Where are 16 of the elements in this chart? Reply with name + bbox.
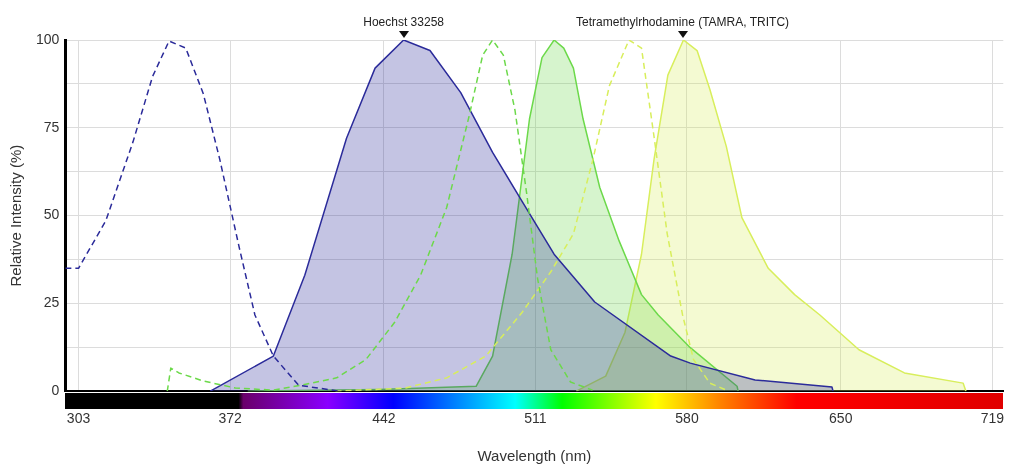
annotation: Hoechst 33258 [363, 15, 445, 30]
x-axis-title: Wavelength (nm) [477, 447, 592, 465]
y-tick-label: 25 [43, 294, 60, 311]
x-tick-label: 580 [675, 410, 699, 427]
y-tick-label: 75 [43, 118, 60, 135]
y-tick-label: 100 [36, 30, 60, 47]
x-tick-label: 303 [66, 410, 91, 427]
x-tick-label: 442 [372, 410, 396, 427]
annotation: Tetramethylrhodamine (TAMRA, TRITC) [576, 15, 790, 30]
x-tick-label: 372 [218, 410, 242, 427]
x-tick-label: 650 [829, 410, 853, 427]
y-tick-label: 0 [51, 382, 60, 399]
y-axis-title: Relative Intensity (%) [7, 144, 25, 287]
y-tick-label: 50 [43, 206, 60, 223]
x-tick-label: 719 [980, 410, 1005, 427]
x-tick-label: 511 [524, 410, 547, 427]
